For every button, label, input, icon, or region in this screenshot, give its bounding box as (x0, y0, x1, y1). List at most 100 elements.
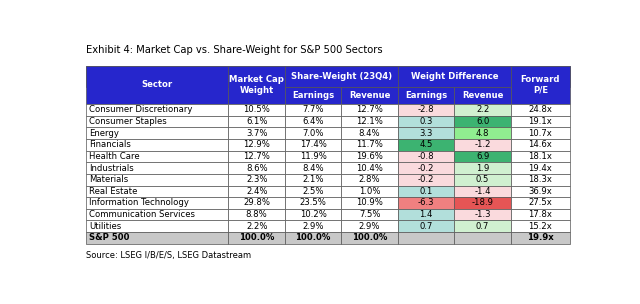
Text: 18.3x: 18.3x (529, 175, 552, 184)
Text: 24.8x: 24.8x (529, 105, 552, 114)
Text: 19.1x: 19.1x (529, 117, 552, 126)
Text: 0.5: 0.5 (476, 175, 490, 184)
Bar (454, 127, 511, 139)
Bar (285, 220, 342, 232)
Text: Communication Services: Communication Services (89, 210, 195, 219)
Text: 17.4%: 17.4% (300, 140, 326, 149)
Text: Industrials: Industrials (89, 164, 134, 173)
Bar (454, 174, 511, 185)
Text: 2.1%: 2.1% (303, 175, 324, 184)
Bar (511, 220, 570, 232)
Text: 12.9%: 12.9% (243, 140, 270, 149)
Text: 0.1: 0.1 (419, 187, 433, 196)
Text: 7.5%: 7.5% (359, 210, 380, 219)
Text: 29.8%: 29.8% (243, 199, 270, 207)
Bar (228, 116, 285, 127)
Bar (86, 185, 228, 197)
Bar (342, 197, 398, 209)
Bar (342, 209, 398, 220)
Text: 2.4%: 2.4% (246, 187, 268, 196)
Bar (511, 174, 570, 185)
Text: 12.7%: 12.7% (356, 105, 383, 114)
Text: -2.8: -2.8 (418, 105, 435, 114)
Bar (342, 185, 398, 197)
Text: Exhibit 4: Market Cap vs. Share-Weight for S&P 500 Sectors: Exhibit 4: Market Cap vs. Share-Weight f… (86, 45, 383, 55)
Text: 0.7: 0.7 (476, 222, 490, 231)
Bar (398, 116, 454, 127)
Text: 14.6x: 14.6x (529, 140, 552, 149)
Bar (511, 185, 570, 197)
Bar (285, 66, 398, 87)
Text: 27.5x: 27.5x (529, 199, 552, 207)
Text: 0.3: 0.3 (419, 117, 433, 126)
Bar (511, 104, 570, 116)
Bar (342, 151, 398, 162)
Text: 36.9x: 36.9x (529, 187, 552, 196)
Bar (511, 127, 570, 139)
Text: Forward
P/E: Forward P/E (521, 75, 560, 95)
Text: 10.2%: 10.2% (300, 210, 326, 219)
Text: -0.2: -0.2 (418, 164, 435, 173)
Bar (398, 185, 454, 197)
Bar (398, 87, 454, 104)
Bar (398, 127, 454, 139)
Bar (511, 209, 570, 220)
Bar (86, 197, 228, 209)
Bar (342, 174, 398, 185)
Bar (86, 139, 228, 151)
Text: 4.8: 4.8 (476, 129, 490, 138)
Bar (511, 66, 570, 104)
Bar (454, 104, 511, 116)
Bar (398, 197, 454, 209)
Text: -1.2: -1.2 (474, 140, 491, 149)
Text: 1.4: 1.4 (419, 210, 433, 219)
Bar (511, 232, 570, 244)
Bar (342, 139, 398, 151)
Text: 10.5%: 10.5% (243, 105, 270, 114)
Text: 1.0%: 1.0% (359, 187, 380, 196)
Text: 0.7: 0.7 (419, 222, 433, 231)
Bar (454, 151, 511, 162)
Text: 2.2: 2.2 (476, 105, 490, 114)
Bar (398, 139, 454, 151)
Bar (342, 220, 398, 232)
Text: Weight Difference: Weight Difference (411, 72, 498, 81)
Bar (511, 151, 570, 162)
Text: 8.4%: 8.4% (359, 129, 381, 138)
Bar (342, 232, 398, 244)
Text: 6.1%: 6.1% (246, 117, 268, 126)
Bar (398, 162, 454, 174)
Bar (511, 197, 570, 209)
Text: Earnings: Earnings (405, 91, 447, 100)
Bar (228, 185, 285, 197)
Bar (398, 104, 454, 116)
Text: -1.3: -1.3 (474, 210, 491, 219)
Text: 2.5%: 2.5% (303, 187, 324, 196)
Bar (454, 220, 511, 232)
Text: 12.7%: 12.7% (243, 152, 270, 161)
Bar (285, 162, 342, 174)
Text: 8.8%: 8.8% (246, 210, 268, 219)
Bar (86, 220, 228, 232)
Text: 2.8%: 2.8% (359, 175, 381, 184)
Bar (398, 151, 454, 162)
Bar (285, 232, 342, 244)
Bar (86, 127, 228, 139)
Bar (228, 66, 285, 104)
Bar (285, 197, 342, 209)
Text: -18.9: -18.9 (472, 199, 493, 207)
Bar (454, 185, 511, 197)
Text: 3.7%: 3.7% (246, 129, 268, 138)
Bar (398, 174, 454, 185)
Bar (454, 197, 511, 209)
Bar (454, 139, 511, 151)
Text: Financials: Financials (89, 140, 131, 149)
Text: Revenue: Revenue (462, 91, 503, 100)
Bar (285, 174, 342, 185)
Text: 2.9%: 2.9% (303, 222, 324, 231)
Text: 10.7x: 10.7x (529, 129, 552, 138)
Bar (86, 151, 228, 162)
Text: Real Estate: Real Estate (89, 187, 138, 196)
Bar (511, 116, 570, 127)
Bar (511, 162, 570, 174)
